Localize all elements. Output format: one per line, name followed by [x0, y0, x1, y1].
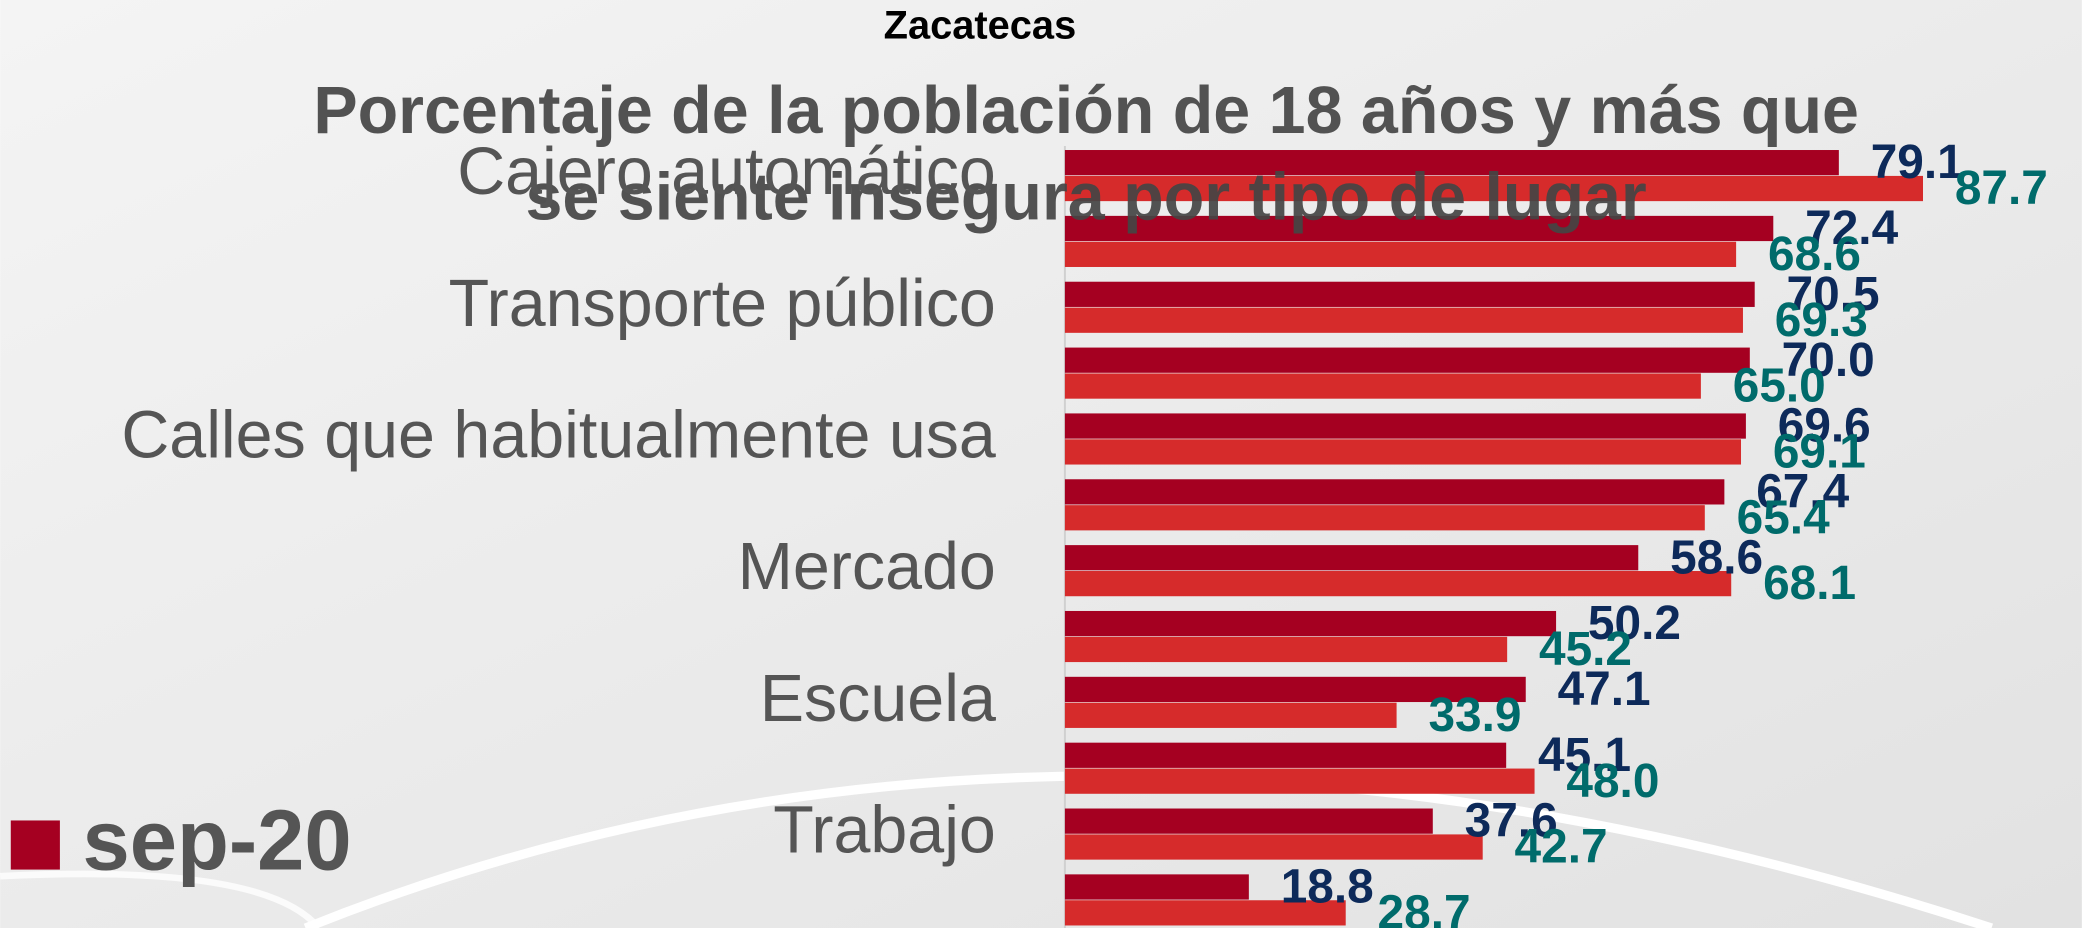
value-label: 65.4: [1737, 491, 1830, 544]
bar: [1064, 834, 1483, 860]
bar: [1064, 874, 1249, 900]
bars: [1064, 150, 1923, 926]
supertitle: Zacatecas: [884, 3, 1077, 47]
y-tick-label: Mercado: [738, 530, 996, 604]
bar: [1064, 610, 1557, 637]
bar: [1064, 742, 1507, 768]
bar: [1064, 439, 1742, 465]
bar: [1064, 808, 1433, 834]
value-label: 72.4: [1805, 202, 1898, 255]
bar: [1064, 281, 1755, 307]
bar: [1064, 702, 1397, 728]
decor-arc: [0, 870, 322, 928]
bar: [1064, 413, 1746, 439]
y-tick-label: Calles que habitualmente usa: [121, 399, 996, 473]
bar: [1064, 545, 1639, 571]
value-label: 45.1: [1538, 729, 1631, 782]
bar: [1064, 215, 1774, 242]
bar: [1064, 571, 1732, 597]
value-label: 68.1: [1763, 557, 1856, 610]
bar: [1064, 241, 1737, 267]
value-label: 48.0: [1566, 755, 1659, 808]
bar: [1064, 307, 1743, 333]
value-label: 65.0: [1733, 360, 1826, 413]
value-label: 28.7: [1378, 886, 1471, 928]
bar: [1064, 676, 1526, 703]
value-label: 69.3: [1775, 294, 1868, 347]
legend-swatch: [10, 820, 60, 870]
bar: [1064, 636, 1508, 663]
legend-label: sep-20: [82, 793, 351, 888]
value-label: 45.2: [1539, 623, 1632, 676]
bar: [1064, 479, 1725, 505]
y-tick-label: Trabajo: [773, 794, 996, 868]
bar: [1064, 347, 1750, 373]
bar: [1064, 505, 1705, 531]
value-label: 42.7: [1515, 821, 1608, 874]
value-label: 18.8: [1281, 861, 1374, 914]
y-tick-label: Escuela: [760, 662, 996, 736]
value-label: 69.6: [1778, 400, 1871, 453]
value-label: 33.9: [1428, 689, 1521, 742]
bar: [1064, 900, 1346, 926]
y-tick-label: Transporte público: [449, 267, 996, 341]
bar: [1064, 373, 1701, 399]
value-label: 70.5: [1787, 268, 1880, 321]
value-label: 70.0: [1782, 334, 1875, 387]
value-label: 68.6: [1768, 228, 1861, 281]
value-label: 87.7: [1955, 162, 2048, 215]
value-label: 47.1: [1558, 663, 1651, 716]
bar: [1064, 768, 1535, 794]
chart-title: Porcentaje de la población de 18 años y …: [313, 74, 1859, 148]
value-label: 69.1: [1773, 426, 1866, 479]
chart-title: se siente insegura por tipo de lugar: [526, 160, 1647, 234]
value-label: 37.6: [1465, 795, 1558, 848]
bar: [1064, 150, 1839, 176]
bar: [1064, 175, 1923, 202]
y-tick-label: Cajero automático: [457, 135, 996, 209]
value-label: 50.2: [1588, 597, 1681, 650]
value-label: 58.6: [1670, 531, 1763, 584]
value-label: 67.4: [1756, 465, 1849, 518]
value-label: 79.1: [1871, 136, 1964, 189]
